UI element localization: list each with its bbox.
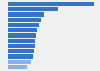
Bar <box>8 39 35 43</box>
Bar <box>8 44 35 48</box>
Bar <box>8 7 58 11</box>
Bar <box>8 18 41 22</box>
Bar <box>8 12 44 17</box>
Bar <box>8 2 94 6</box>
Bar <box>8 49 34 53</box>
Bar <box>8 28 37 32</box>
Bar <box>8 54 33 59</box>
Bar <box>8 23 39 27</box>
Bar <box>8 33 36 38</box>
Bar <box>8 65 27 69</box>
Bar <box>8 60 31 64</box>
